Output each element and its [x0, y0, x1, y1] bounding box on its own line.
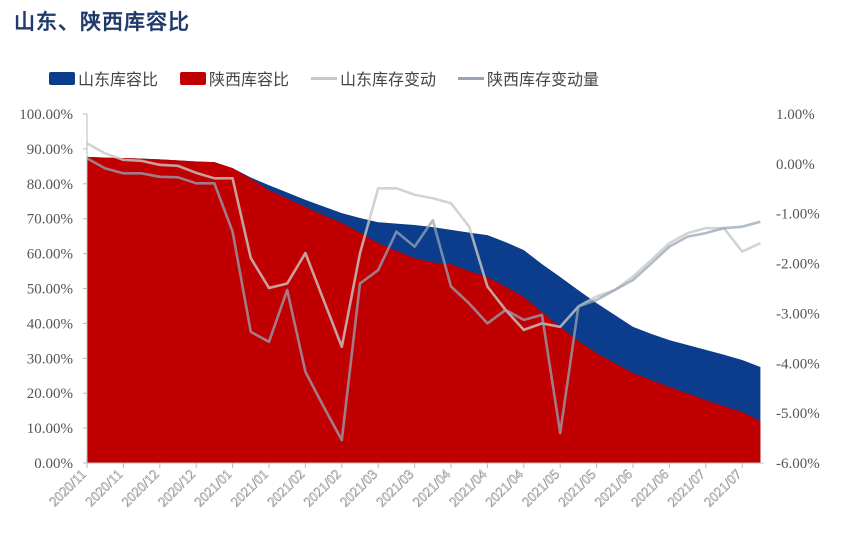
x-axis-tick-label: 2020/12 [120, 467, 163, 510]
area-shaanxi-ratio [87, 156, 761, 463]
right-axis-tick-label: -5.00% [776, 406, 820, 422]
legend-item-shandong-change: 山东库存变动 [311, 66, 436, 90]
legend-label: 陕西库存变动量 [487, 70, 600, 89]
left-axis-tick-label: 50.00% [27, 282, 73, 298]
x-axis-tick-label: 2021/07 [666, 467, 709, 510]
chart-title: 山东、陕西库容比 [14, 9, 190, 34]
legend-item-shandong-ratio: 山东库容比 [49, 66, 158, 90]
x-axis-tick-label: 2021/04 [447, 467, 490, 510]
right-axis-tick-label: -3.00% [776, 306, 820, 322]
x-axis-tick-label: 2020/11 [47, 467, 90, 510]
left-axis-tick-label: 80.00% [27, 177, 73, 193]
x-axis-tick-label: 2020/12 [156, 467, 199, 510]
x-axis-tick-label: 2021/06 [593, 467, 636, 510]
right-axis-tick-label: 1.00% [776, 107, 815, 123]
right-axis-tick-label: 0.00% [776, 157, 815, 173]
left-axis-tick-label: 90.00% [27, 142, 73, 158]
x-axis-tick-label: 2021/01 [192, 467, 235, 510]
legend-swatch [180, 71, 207, 85]
x-axis-tick-label: 2021/02 [302, 467, 345, 510]
x-axis-tick-label: 2021/04 [411, 467, 454, 510]
left-axis-tick-label: 100.00% [19, 107, 73, 123]
x-axis-tick-label: 2021/05 [556, 467, 599, 510]
x-axis-tick-label: 2021/06 [629, 467, 672, 510]
legend-label: 山东库存变动 [340, 70, 437, 89]
left-axis-tick-label: 30.00% [27, 351, 73, 367]
legend-swatch [458, 76, 485, 80]
line-shaanxi-change [86, 157, 761, 442]
legend-swatch [311, 76, 338, 80]
left-axis-tick-label: 10.00% [27, 421, 73, 437]
right-axis-tick-label: -4.00% [776, 356, 820, 372]
legend-item-shaanxi-change: 陕西库存变动量 [458, 66, 599, 90]
x-axis-tick-label: 2021/07 [702, 467, 745, 510]
left-axis-tick-label: 20.00% [27, 386, 73, 402]
legend-label: 陕西库容比 [209, 70, 290, 89]
x-axis-tick-label: 2021/02 [265, 467, 308, 510]
left-axis-tick-label: 0.00% [34, 456, 73, 472]
x-axis-tick-label: 2021/03 [338, 467, 381, 510]
left-axis-tick-label: 60.00% [27, 247, 73, 263]
right-axis-tick-label: -6.00% [776, 456, 820, 472]
legend-swatch [49, 71, 75, 85]
legend: 山东库容比 陕西库容比 山东库存变动 陕西库存变动量 [49, 67, 621, 89]
right-axis-tick-label: -2.00% [776, 257, 820, 273]
x-axis-tick-label: 2020/11 [84, 467, 127, 510]
legend-item-shaanxi-ratio: 陕西库容比 [180, 66, 289, 90]
left-axis-tick-label: 40.00% [27, 316, 73, 332]
right-axis-tick-label: -1.00% [776, 207, 820, 223]
x-axis-tick-label: 2021/05 [520, 467, 563, 510]
x-axis-tick-label: 2021/03 [374, 467, 417, 510]
line-shandong-change [86, 142, 761, 349]
legend-label: 山东库容比 [78, 70, 159, 89]
x-axis-tick-label: 2021/04 [484, 467, 527, 510]
x-axis-tick-label: 2021/01 [229, 467, 272, 510]
left-axis-tick-label: 70.00% [27, 212, 73, 228]
